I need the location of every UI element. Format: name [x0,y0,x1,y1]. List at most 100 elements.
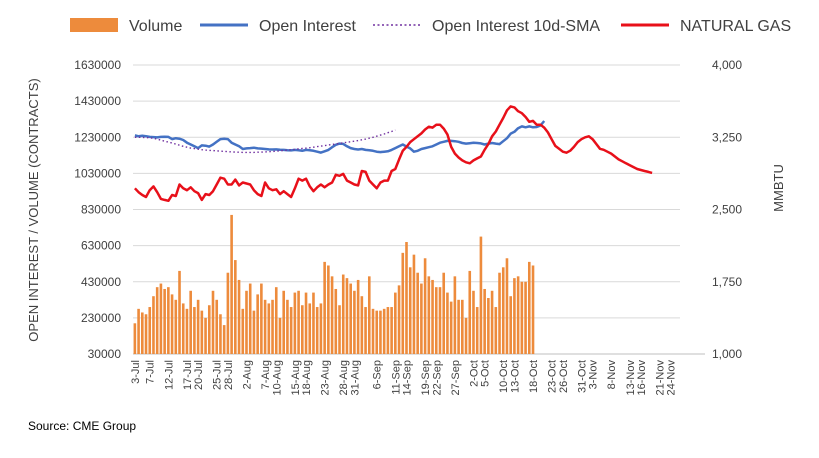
x-tick-label: 2-Aug [241,360,253,389]
x-tick-label: 2-Oct [468,360,480,387]
volume-bar [468,270,472,354]
volume-bar [438,287,442,354]
volume-bar [308,303,312,354]
x-tick-label: 18-Oct [528,360,540,393]
volume-bar [211,290,215,354]
volume-bar [367,276,371,354]
x-tick-label: 16-Nov [636,360,648,396]
volume-bar [163,288,166,354]
x-tick-label: 3-Nov [588,360,600,390]
left-tick-label: 630000 [81,239,121,253]
legend-label: Open Interest [259,18,357,35]
volume-bar [133,323,137,354]
volume-bar [286,299,289,354]
volume-bar [520,281,524,354]
volume-bar [386,307,390,354]
volume-bar [323,261,326,354]
volume-bar [159,283,163,354]
volume-bar [222,325,226,354]
left-tick-label: 230000 [81,311,121,325]
volume-bar [193,307,196,354]
volume-bar [167,287,170,354]
volume-bar [371,308,375,354]
volume-bar [472,290,475,354]
volume-bar [364,307,367,354]
x-tick-label: 22-Sep [431,360,443,395]
x-tick-label: 17-Jul [182,360,194,390]
volume-bar [181,303,185,354]
volume-bar [356,279,360,354]
left-tick-label: 30000 [88,347,122,361]
volume-bar [442,272,446,354]
volume-bar [513,278,516,354]
volume-bar [531,265,535,354]
volume-bar [382,308,386,354]
volume-bar [200,310,204,354]
volume-bars [133,214,535,354]
x-tick-label: 20-Jul [193,360,205,390]
volume-bar [252,310,256,354]
right-axis-label: MMBTU [771,164,786,212]
volume-bar [289,307,293,354]
volume-bar [420,283,423,354]
volume-bar [490,290,494,354]
volume-bar [260,283,263,354]
volume-bar [394,292,397,354]
legend-item: Volume [70,18,182,35]
volume-bar [263,299,267,354]
volume-bar [338,305,341,354]
volume-bar [446,292,449,354]
x-tick-label: 23-Aug [320,360,332,395]
volume-bar [341,274,345,354]
right-axis-ticks: 4,000 3,250 2,500 1,750 1,000 [712,58,742,361]
x-tick-label: 28-Aug [338,360,350,395]
volume-bar [312,292,315,354]
volume-bar [524,281,527,354]
volume-bar [137,308,140,354]
left-tick-label: 830000 [81,203,121,217]
volume-bar [461,299,464,354]
volume-bar [319,303,323,354]
volume-bar [509,296,512,354]
volume-bar [390,307,393,354]
volume-bar [416,272,419,354]
volume-bar [174,299,178,354]
x-tick-label: 6-Sep [372,360,384,389]
volume-bar [464,317,468,354]
x-tick-label: 8-Nov [606,360,618,390]
x-tick-label: 7-Aug [260,360,272,389]
series-lines [133,105,653,203]
volume-bar [360,296,364,354]
x-tick-label: 28-Jul [223,360,235,390]
legend-item: Open Interest [200,18,357,35]
volume-bar [408,267,412,354]
volume-bar [170,294,174,354]
volume-bar [148,307,152,354]
volume-bar [152,296,155,354]
legend-item: Open Interest 10d-SMA [373,18,600,35]
right-tick-label: 2,500 [712,203,742,217]
source-note: Source: CME Group [28,419,137,433]
volume-bar [267,303,271,354]
volume-bar [449,301,453,354]
volume-bar [427,276,431,354]
volume-bar [144,314,148,354]
volume-bar [230,214,233,354]
volume-bar [274,287,278,354]
x-tick-label: 14-Sep [402,360,414,395]
volume-bar [315,307,319,354]
left-axis-ticks: 1630000 1430000 1230000 1030000 830000 630000… [74,58,121,361]
volume-bar [501,267,505,354]
volume-bar [505,258,509,354]
legend-swatch [70,18,118,32]
volume-bar [293,292,297,354]
volume-bar [234,260,237,354]
volume-bar [494,307,498,354]
volume-bar [248,283,252,354]
left-tick-label: 1030000 [74,166,121,180]
volume-bar [334,288,338,354]
left-tick-label: 1630000 [74,58,121,72]
volume-bar [516,276,520,354]
volume-bar [475,307,479,354]
x-tick-label: 13-Nov [625,360,637,396]
